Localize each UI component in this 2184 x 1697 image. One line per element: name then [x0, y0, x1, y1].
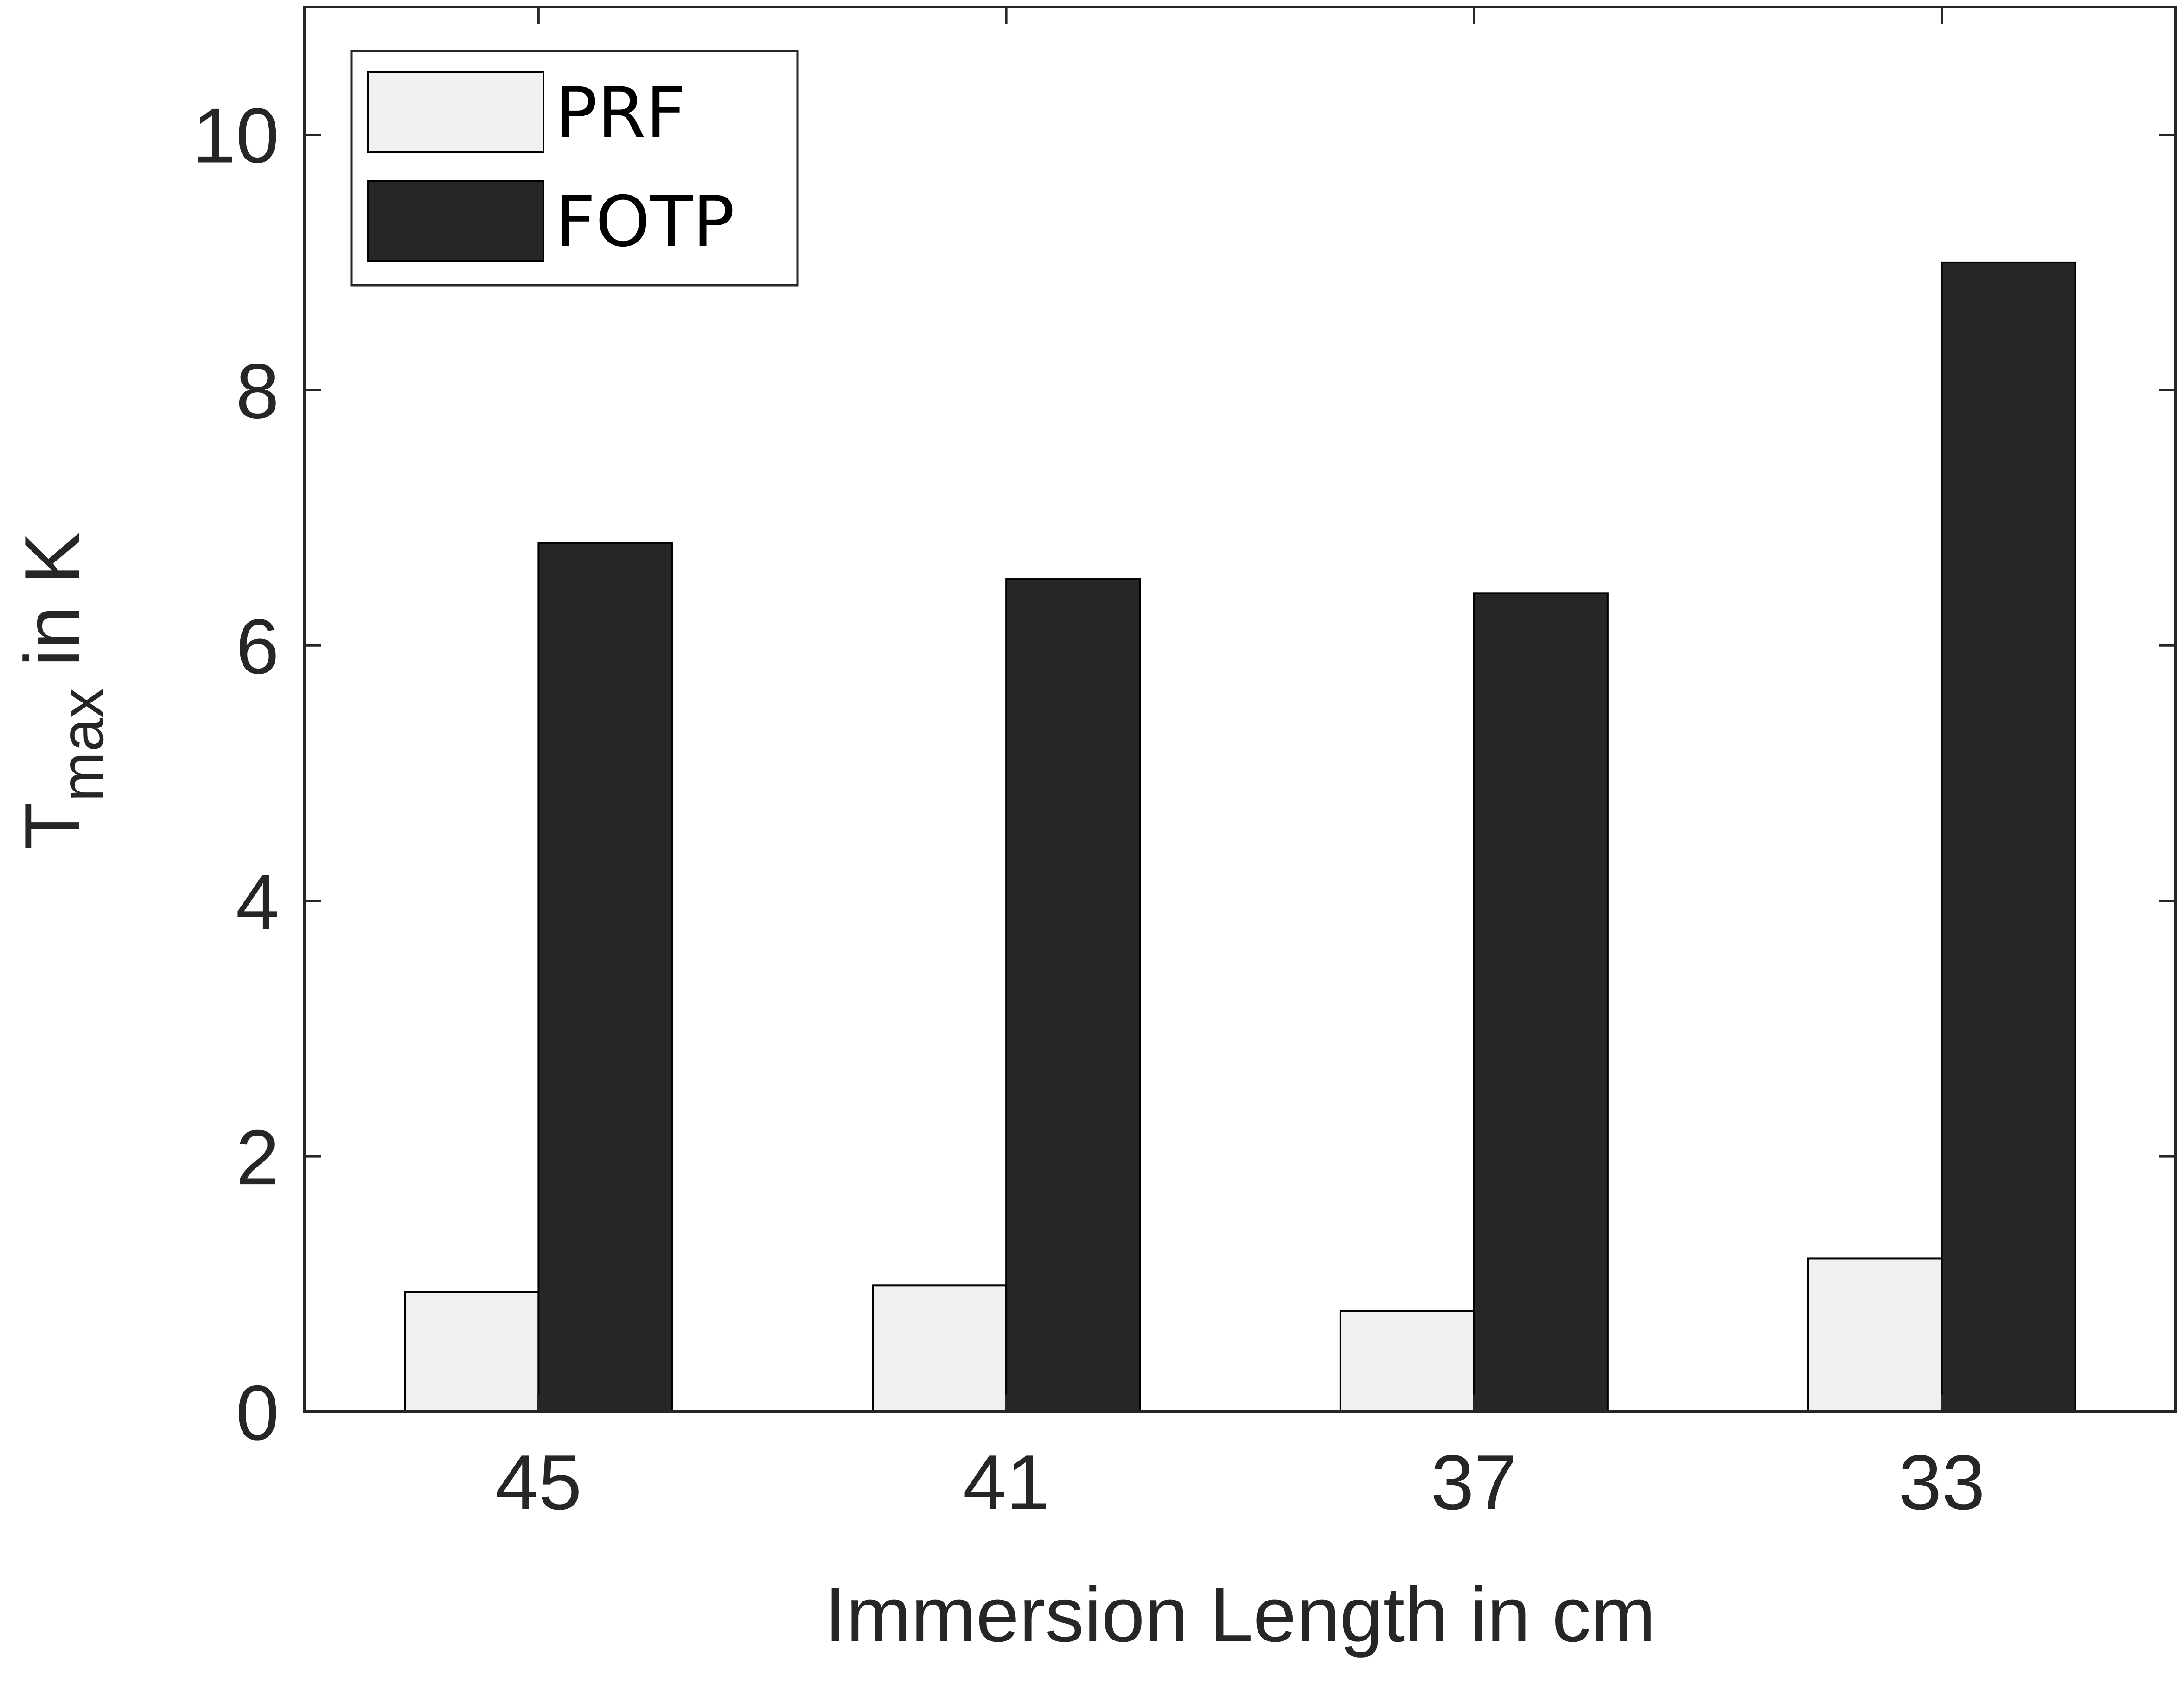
legend-swatch-prf [367, 71, 544, 153]
y-axis-title-main: T [8, 802, 96, 850]
y-tick-label-10: 10 [192, 92, 279, 179]
y-axis-title-subscript: max [48, 688, 116, 802]
y-tick-label-2: 2 [236, 1114, 279, 1201]
bar-prf-33 [1807, 1257, 1943, 1413]
bars-group [404, 261, 2076, 1413]
y-tick-label-0: 0 [236, 1369, 279, 1456]
x-tick-label-45: 45 [495, 1439, 582, 1526]
legend-swatch-fotp [367, 180, 544, 262]
y-axis-title: Tmax in K [8, 532, 116, 849]
y-axis-title-rest: in K [8, 532, 96, 688]
bar-prf-37 [1339, 1310, 1475, 1413]
bar-fotp-33 [1941, 261, 2076, 1413]
bar-fotp-37 [1473, 592, 1609, 1413]
y-tick-label-4: 4 [236, 858, 279, 945]
legend-label-fotp: FOTP [556, 182, 734, 262]
bar-prf-41 [872, 1284, 1008, 1413]
legend-label-prf: PRF [556, 73, 686, 153]
legend: PRF FOTP [350, 50, 799, 287]
bar-fotp-41 [1005, 578, 1141, 1413]
x-tick-label-33: 33 [1898, 1439, 1985, 1526]
plot-area-frame [303, 6, 2177, 1413]
x-axis-title: Immersion Length in cm [824, 1571, 1656, 1658]
x-tick-label-37: 37 [1430, 1439, 1517, 1526]
y-tick-label-8: 8 [236, 347, 279, 434]
bar-fotp-45 [537, 542, 673, 1413]
y-tick-label-6: 6 [236, 603, 279, 690]
bar-prf-45 [404, 1291, 540, 1413]
tick-labels-group: 0 2 4 6 8 10 45 41 37 33 [192, 92, 1985, 1526]
x-tick-label-41: 41 [963, 1439, 1050, 1526]
